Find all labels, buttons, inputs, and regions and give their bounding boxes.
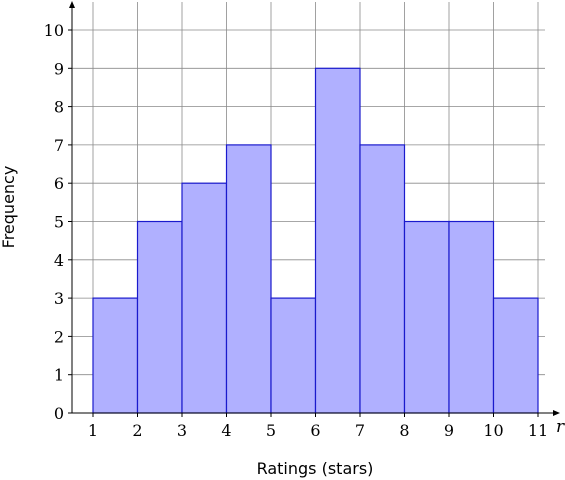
y-tick-label: 5 bbox=[54, 213, 64, 232]
x-tick-label: 11 bbox=[528, 421, 548, 440]
y-tick-label: 7 bbox=[54, 136, 64, 155]
x-tick-label: 5 bbox=[266, 421, 276, 440]
y-tick-label: 6 bbox=[54, 174, 64, 193]
x-tick-label: 3 bbox=[177, 421, 187, 440]
x-tick-label: 10 bbox=[483, 421, 503, 440]
y-tick-label: 2 bbox=[54, 327, 64, 346]
y-tick-label: 1 bbox=[54, 366, 64, 385]
histogram-bar bbox=[403, 220, 450, 414]
x-axis-title: Ratings (stars) bbox=[257, 459, 374, 478]
y-tick-label: 8 bbox=[54, 98, 64, 117]
x-axis-end-label: r bbox=[556, 417, 565, 437]
histogram-bar bbox=[492, 297, 539, 414]
x-tick-labels: 1 2 3 4 5 6 7 8 9 10 11 bbox=[88, 413, 548, 440]
x-tick-label: 8 bbox=[399, 421, 409, 440]
y-tick-label: 3 bbox=[54, 289, 64, 308]
x-tick-label: 9 bbox=[444, 421, 454, 440]
histogram-bar bbox=[314, 67, 361, 414]
histogram-bar bbox=[92, 297, 139, 414]
y-tick-label: 4 bbox=[54, 251, 64, 270]
histogram-bar bbox=[136, 220, 183, 414]
x-axis-arrow bbox=[553, 410, 560, 416]
y-axis-arrow bbox=[69, 1, 75, 8]
y-tick-label: 0 bbox=[54, 404, 64, 423]
axes bbox=[69, 1, 560, 416]
histogram-bar bbox=[181, 182, 228, 414]
y-tick-label: 9 bbox=[54, 59, 64, 78]
y-tick-label: 10 bbox=[44, 21, 64, 40]
x-tick-label: 2 bbox=[132, 421, 142, 440]
y-axis-title: Frequency bbox=[0, 166, 18, 249]
x-tick-label: 6 bbox=[310, 421, 320, 440]
histogram-bar bbox=[225, 144, 272, 414]
histogram-bar bbox=[270, 297, 317, 414]
x-tick-label: 4 bbox=[221, 421, 231, 440]
x-tick-label: 7 bbox=[355, 421, 365, 440]
x-tick-label: 1 bbox=[88, 421, 98, 440]
y-tick-labels: 0 1 2 3 4 5 6 7 8 9 10 bbox=[44, 21, 72, 423]
bars bbox=[92, 67, 539, 414]
histogram-bar bbox=[359, 144, 406, 414]
histogram-bar bbox=[448, 220, 495, 414]
